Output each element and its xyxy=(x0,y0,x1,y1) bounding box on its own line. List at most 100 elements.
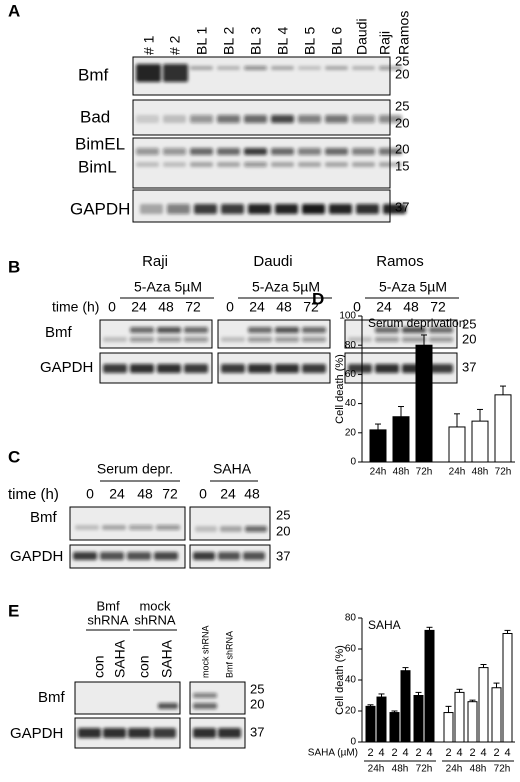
lane-label: # 1 xyxy=(141,35,157,55)
band xyxy=(130,364,154,373)
blot-bands xyxy=(158,703,178,709)
band xyxy=(298,66,321,70)
blot xyxy=(344,319,458,349)
time: 72 xyxy=(430,299,446,315)
row-label: Bad xyxy=(80,107,110,126)
band xyxy=(248,364,272,373)
band xyxy=(194,204,217,214)
band xyxy=(248,337,272,342)
band xyxy=(352,66,375,70)
band xyxy=(158,703,178,709)
panel-label: E xyxy=(8,601,19,620)
band xyxy=(356,204,379,214)
band xyxy=(352,115,375,123)
band xyxy=(128,728,151,738)
band xyxy=(379,66,402,70)
x-tick-label: 48h xyxy=(393,467,410,478)
band xyxy=(195,526,217,532)
band xyxy=(298,115,321,123)
band xyxy=(193,693,217,698)
blot-bands xyxy=(103,327,208,342)
x-tick-label: 24h xyxy=(370,467,387,478)
blot-bands xyxy=(193,693,217,709)
treatment: 5-Aza 5µM xyxy=(134,279,202,295)
mw-label: 25 xyxy=(250,681,264,696)
bar xyxy=(448,426,466,463)
y-axis-label: Cell death (%) xyxy=(334,645,346,715)
x-tick-label: 4 xyxy=(426,747,432,759)
condition: SAHA xyxy=(213,461,252,477)
row-label: BimL xyxy=(78,157,117,176)
blot-bands xyxy=(136,115,402,123)
blot-bands xyxy=(195,526,267,532)
lane-label: BL 3 xyxy=(248,27,264,55)
bar xyxy=(389,712,400,743)
band xyxy=(167,204,190,214)
bar xyxy=(491,687,502,743)
row-label: Bmf xyxy=(78,65,109,84)
band xyxy=(140,204,163,214)
lane-label: con xyxy=(136,655,152,678)
y-tick-label: 100 xyxy=(339,311,356,322)
band xyxy=(244,162,267,167)
band xyxy=(375,337,399,342)
band xyxy=(157,327,181,333)
band xyxy=(217,162,240,167)
band xyxy=(221,337,245,342)
time: 72 xyxy=(303,299,319,315)
group-label: 48h xyxy=(392,764,409,775)
band xyxy=(244,66,267,70)
y-tick-label: 40 xyxy=(345,398,357,409)
band xyxy=(100,552,124,560)
time: 0 xyxy=(199,486,207,502)
blot-bands xyxy=(103,364,208,373)
band xyxy=(163,64,188,82)
time-label: time (h) xyxy=(52,299,99,315)
band xyxy=(244,115,267,123)
mw-label: 20 xyxy=(250,696,264,711)
group-label: shRNA xyxy=(87,612,129,627)
row-label: Bmf xyxy=(38,689,66,706)
band xyxy=(217,115,240,123)
band xyxy=(275,364,299,373)
y-tick-label: 20 xyxy=(345,427,357,438)
band xyxy=(302,204,325,214)
blot xyxy=(217,319,331,349)
bar xyxy=(494,394,512,463)
lane-label: Bmf shRNA xyxy=(224,631,234,678)
x-tick-label: 48h xyxy=(472,467,489,478)
blot xyxy=(189,506,271,541)
band xyxy=(429,364,453,373)
band xyxy=(298,162,321,167)
row-label: BimEL xyxy=(75,134,125,153)
bar xyxy=(454,691,465,743)
band xyxy=(402,337,426,342)
blot-bands xyxy=(221,327,326,342)
group-label: 72h xyxy=(416,764,433,775)
band xyxy=(218,728,241,738)
band xyxy=(103,337,127,342)
band xyxy=(136,115,159,123)
band xyxy=(190,162,213,167)
band xyxy=(383,204,406,214)
x-tick-label: 4 xyxy=(456,747,462,759)
blot xyxy=(69,506,186,541)
y-tick-label: 20 xyxy=(345,706,357,717)
mw-label: 20 xyxy=(395,141,409,156)
band xyxy=(271,66,294,70)
mw-label: 20 xyxy=(395,115,409,130)
lane-label: # 2 xyxy=(167,35,183,55)
band xyxy=(375,364,399,373)
mw-label: 37 xyxy=(276,548,290,563)
band xyxy=(221,364,245,373)
time: 0 xyxy=(108,299,116,315)
panel-label: A xyxy=(8,1,20,20)
bar xyxy=(478,667,489,743)
x-tick-label: 2 xyxy=(391,747,397,759)
blot-bands xyxy=(140,204,406,214)
panel-label: D xyxy=(312,289,324,308)
blot-bands xyxy=(78,728,176,738)
band xyxy=(103,728,126,738)
band xyxy=(302,337,326,342)
